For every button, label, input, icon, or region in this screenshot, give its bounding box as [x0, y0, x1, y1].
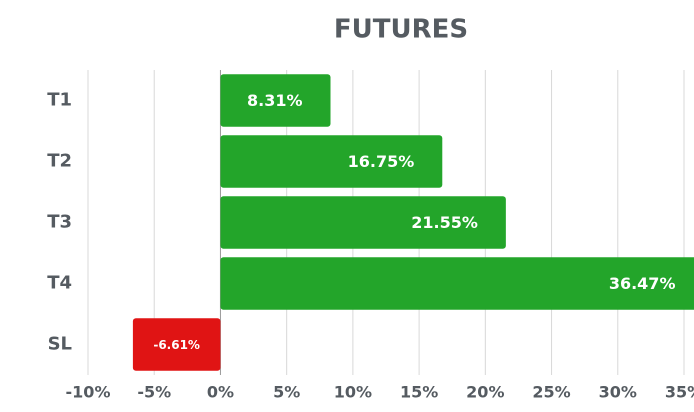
- x-tick-label: 5%: [273, 383, 300, 402]
- chart-title: FUTURES: [334, 15, 468, 45]
- value-label: -6.61%: [153, 338, 200, 352]
- x-tick-label: 10%: [334, 383, 372, 402]
- y-tick-label: T2: [47, 151, 72, 172]
- x-tick-label: -5%: [137, 383, 171, 402]
- bar: [220, 135, 443, 188]
- bar: [220, 196, 506, 249]
- value-label: 21.55%: [411, 213, 478, 232]
- x-tick-label: -10%: [66, 383, 111, 402]
- bar: [220, 257, 694, 310]
- x-tick-label: 25%: [532, 383, 570, 402]
- x-tick-label: 30%: [599, 383, 637, 402]
- bar: [132, 318, 221, 371]
- value-label: 16.75%: [348, 152, 415, 171]
- x-tick-label: 15%: [400, 383, 438, 402]
- y-tick-label: T4: [47, 273, 72, 294]
- x-tick-label: 35%: [665, 383, 694, 402]
- x-tick-label: 0%: [207, 383, 234, 402]
- y-tick-label: SL: [48, 334, 72, 355]
- bar: [220, 74, 331, 127]
- value-label: 36.47%: [609, 274, 676, 293]
- y-tick-label: T1: [47, 90, 72, 111]
- x-tick-label: 20%: [466, 383, 504, 402]
- value-label: 8.31%: [247, 91, 303, 110]
- y-tick-label: T3: [47, 212, 72, 233]
